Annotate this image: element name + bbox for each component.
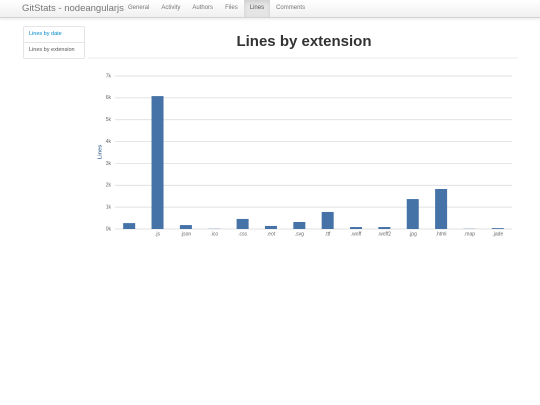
nav-link[interactable]: Activity bbox=[161, 5, 181, 11]
x-tick-label: .json bbox=[181, 231, 192, 237]
x-tick-label: .woff2 bbox=[378, 231, 391, 237]
nav-link[interactable]: General bbox=[128, 5, 150, 11]
y-tick-label: 2k bbox=[106, 183, 112, 189]
navbar: GitStats - nodeangularjs General Activity… bbox=[0, 0, 540, 18]
y-tick-label: 6k bbox=[106, 95, 112, 101]
y-tick-label: 4k bbox=[106, 139, 112, 145]
bar bbox=[151, 96, 164, 229]
sidebar: Lines by date Lines by extension bbox=[23, 26, 85, 59]
y-tick-label: 3k bbox=[106, 161, 112, 167]
nav-link[interactable]: Comments bbox=[276, 5, 306, 11]
nav-link[interactable]: Files bbox=[225, 5, 238, 11]
bar bbox=[350, 227, 363, 229]
bar bbox=[435, 189, 448, 229]
bar bbox=[321, 211, 334, 229]
x-tick-label: .map bbox=[464, 231, 475, 237]
nav-link[interactable]: Lines bbox=[243, 0, 271, 17]
x-tick-label: .woff bbox=[351, 231, 362, 237]
x-tick-label: .ttf bbox=[325, 231, 331, 237]
y-tick-label: 0k bbox=[106, 226, 112, 232]
bar bbox=[264, 225, 277, 229]
y-axis-label: Lines bbox=[97, 145, 103, 159]
x-tick-label: .css bbox=[238, 231, 247, 237]
y-tick-label: 1k bbox=[106, 204, 112, 210]
bar bbox=[179, 225, 192, 229]
sidebar-link[interactable]: Lines by date bbox=[29, 31, 62, 37]
x-tick-label: .jade bbox=[492, 231, 503, 237]
bar bbox=[293, 222, 306, 229]
y-tick-label: 5k bbox=[106, 117, 112, 123]
bar bbox=[491, 228, 504, 229]
bar bbox=[406, 199, 419, 229]
sidebar-link[interactable]: Lines by extension bbox=[24, 42, 84, 58]
bar bbox=[123, 223, 136, 229]
y-tick-label: 7k bbox=[106, 73, 112, 79]
x-tick-label: .js bbox=[155, 231, 161, 237]
x-tick-label: .jpg bbox=[409, 231, 417, 237]
x-tick-label: .html bbox=[436, 231, 447, 237]
x-tick-label: .svg bbox=[295, 231, 304, 237]
x-tick-label: .eot bbox=[267, 231, 276, 237]
bar bbox=[378, 227, 391, 229]
brand[interactable]: GitStats - nodeangularjs bbox=[22, 3, 124, 14]
nav-link[interactable]: Authors bbox=[192, 5, 214, 11]
x-tick-label: .ico bbox=[210, 231, 218, 237]
nav-items: General Activity Authors Files Lines Comments bbox=[122, 0, 311, 17]
chart-title: Lines by extension bbox=[236, 33, 371, 50]
bar bbox=[236, 218, 249, 229]
